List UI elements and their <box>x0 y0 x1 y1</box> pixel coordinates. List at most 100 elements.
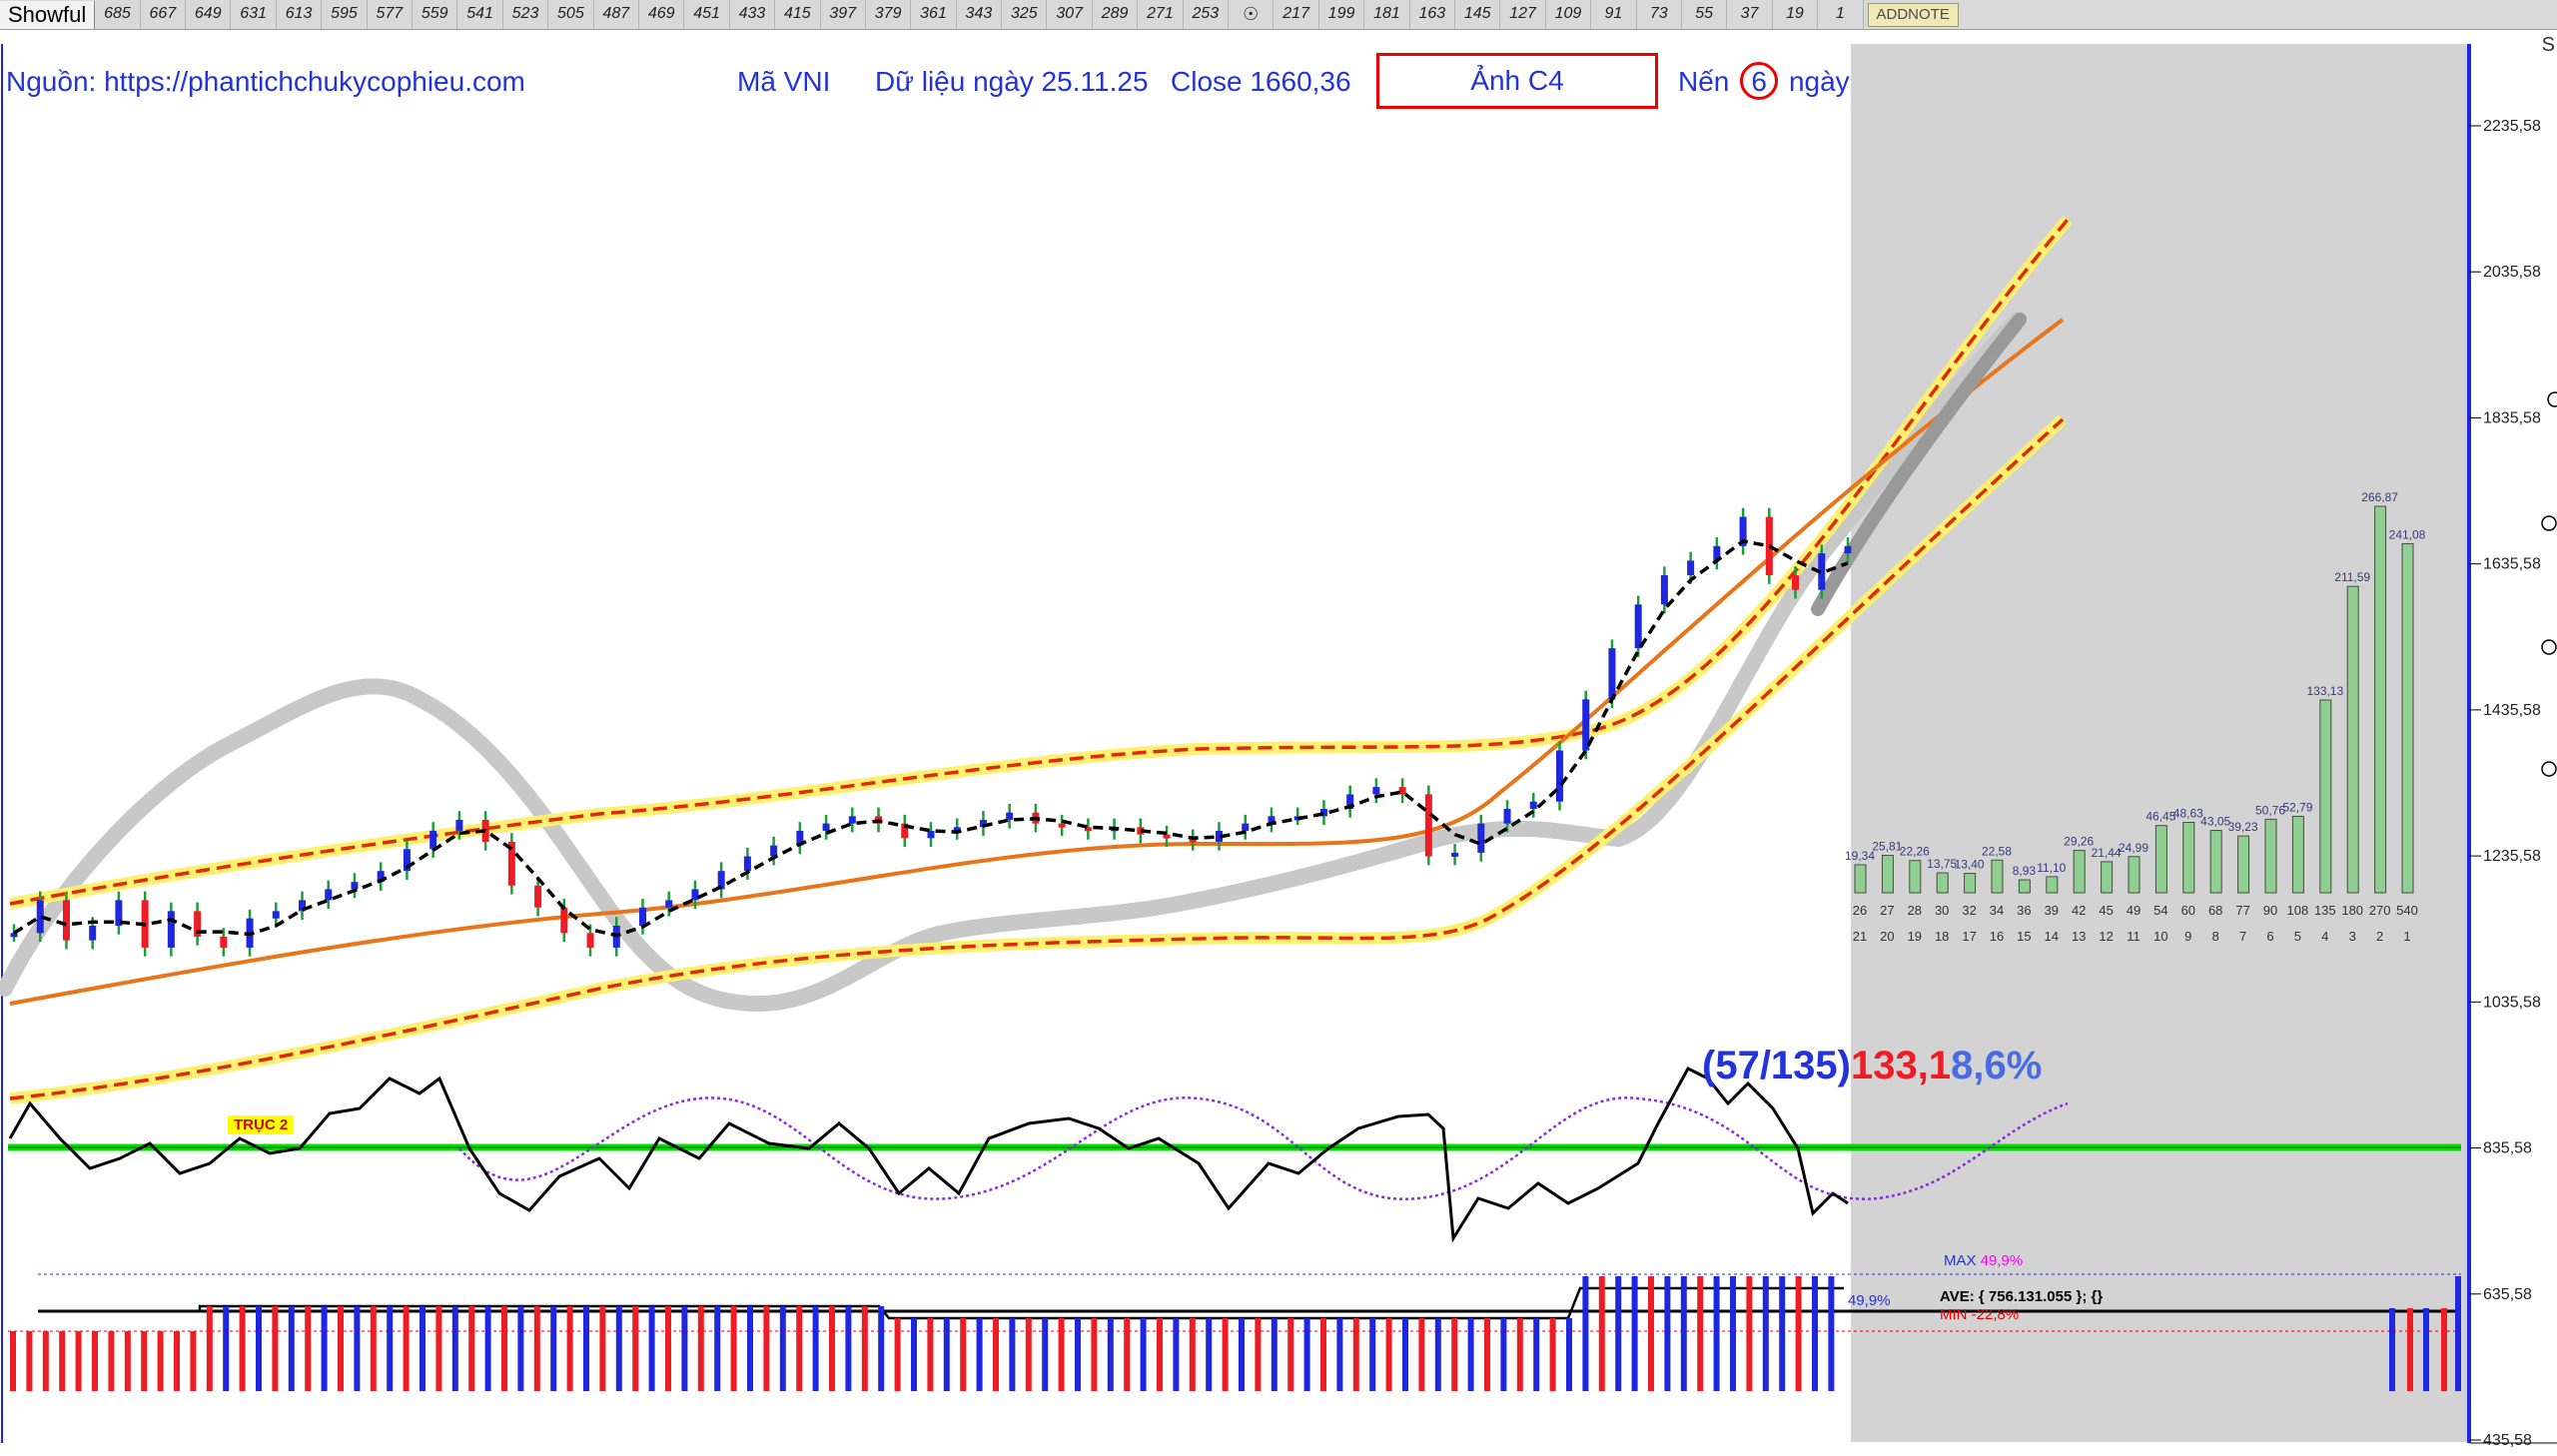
cycle-cell[interactable]: 289 <box>1093 0 1139 29</box>
cycle-cell[interactable]: 667 <box>141 0 187 29</box>
histogram-bar <box>1418 1318 1425 1391</box>
histogram-bar <box>403 1306 410 1391</box>
spectrum-rank-label: 4 <box>2321 929 2328 944</box>
cycle-cell[interactable]: 361 <box>911 0 957 29</box>
scale-label: S <box>2541 34 2555 56</box>
histogram-bar <box>451 1306 458 1391</box>
spectrum-bar-value: 211,59 <box>2334 570 2370 584</box>
histogram-bar <box>2455 1276 2461 1391</box>
spectrum-bar-value: 266,87 <box>2361 490 2398 504</box>
spectrum-rank-label: 15 <box>2017 929 2031 944</box>
histogram-bar <box>2407 1308 2413 1391</box>
histogram-bar <box>1713 1276 1720 1391</box>
cycle-cell[interactable]: 325 <box>1002 0 1048 29</box>
cycle-cell[interactable]: 253 <box>1184 0 1230 29</box>
spectrum-rank-label: 13 <box>2072 929 2086 944</box>
showful-button[interactable]: Showful <box>0 0 96 29</box>
candle-body <box>822 823 830 831</box>
cycle-cell[interactable]: 19 <box>1773 0 1819 29</box>
cycle-cell[interactable]: 217 <box>1274 0 1319 29</box>
candle-body <box>1844 545 1852 554</box>
histogram-bar <box>141 1331 148 1391</box>
histogram-bar <box>174 1331 180 1391</box>
spectrum-period-label: 270 <box>2369 903 2391 918</box>
spectrum-rank-label: 3 <box>2349 929 2356 944</box>
spectrum-bar <box>1881 855 1894 894</box>
cycle-cell[interactable]: 37 <box>1727 0 1773 29</box>
candle-body <box>507 841 515 886</box>
cycle-cell[interactable]: 649 <box>186 0 232 29</box>
histogram-bar <box>566 1306 573 1391</box>
cycle-cell[interactable]: 127 <box>1500 0 1546 29</box>
cycle-cell[interactable]: 145 <box>1455 0 1501 29</box>
cycle-cell[interactable]: 595 <box>322 0 368 29</box>
histogram-bar <box>1598 1276 1605 1391</box>
candle-body <box>325 889 333 901</box>
cycle-cell[interactable]: 451 <box>684 0 730 29</box>
spectrum-period-label: 45 <box>2099 903 2113 918</box>
cycle-cell[interactable]: 307 <box>1047 0 1093 29</box>
cycle-cell[interactable]: 523 <box>503 0 549 29</box>
spectrum-bar <box>2319 699 2332 894</box>
moving-average-line <box>13 539 1849 938</box>
spectrum-bar-value: 43,05 <box>2200 815 2230 829</box>
histogram-bar <box>1255 1318 1262 1391</box>
cycle-cell[interactable]: 685 <box>95 0 141 29</box>
spectrum-period-label: 108 <box>2287 903 2309 918</box>
cycle-cell[interactable]: 271 <box>1138 0 1184 29</box>
candle-body <box>1608 648 1616 700</box>
cycle-cell[interactable]: 397 <box>821 0 866 29</box>
cycle-cell[interactable]: 559 <box>413 0 458 29</box>
cycle-cell[interactable]: 1 <box>1818 0 1864 29</box>
histogram-bar <box>599 1306 606 1391</box>
cycle-cell[interactable]: 415 <box>775 0 821 29</box>
candle-body <box>1189 838 1197 843</box>
spectrum-period-label: 27 <box>1880 903 1894 918</box>
spectrum-bar-value: 241,08 <box>2389 527 2426 541</box>
spectrum-bar-value: 11,10 <box>2037 861 2066 875</box>
spectrum-bar-value: 46,45 <box>2145 810 2175 824</box>
cycle-settings-icon[interactable]: ☉ <box>1229 0 1275 29</box>
cycle-cell[interactable]: 487 <box>594 0 639 29</box>
cursor-marker-icon <box>2541 761 2557 777</box>
histogram-bar <box>1222 1318 1229 1391</box>
cursor-marker-icon <box>2541 515 2557 531</box>
cycle-cell[interactable]: 181 <box>1364 0 1410 29</box>
cycle-cell[interactable]: 577 <box>368 0 414 29</box>
candle-body <box>927 830 935 839</box>
histogram-bar <box>484 1306 491 1391</box>
cycle-ratio: (57/135) <box>1702 1044 1851 1088</box>
cycle-cell[interactable]: 343 <box>957 0 1003 29</box>
spectrum-bar <box>2046 876 2059 894</box>
cycle-cell[interactable]: 73 <box>1637 0 1682 29</box>
histogram-bar <box>1206 1318 1213 1391</box>
candle-body <box>351 882 359 890</box>
histogram-bar <box>1467 1318 1474 1391</box>
candle-body <box>1529 801 1537 810</box>
histogram-bar <box>763 1306 770 1391</box>
spectrum-bar <box>1964 873 1977 894</box>
cycle-cell[interactable]: 91 <box>1591 0 1637 29</box>
cycle-cell[interactable]: 163 <box>1410 0 1455 29</box>
cycle-cell[interactable]: 631 <box>231 0 277 29</box>
candle-suffix: ngày <box>1788 66 1850 97</box>
histogram-bar <box>1484 1318 1490 1391</box>
spectrum-bar-value: 50,76 <box>2255 803 2285 817</box>
cycle-cell[interactable]: 505 <box>548 0 594 29</box>
histogram-bar <box>976 1318 983 1391</box>
cycle-cell[interactable]: 55 <box>1682 0 1728 29</box>
histogram-bar <box>75 1331 82 1391</box>
cycle-oscillator-line <box>458 1096 2069 1200</box>
cycle-cell[interactable]: 109 <box>1546 0 1592 29</box>
candle-body <box>455 819 463 831</box>
histogram-bar <box>1680 1276 1687 1391</box>
cycle-cell[interactable]: 469 <box>639 0 685 29</box>
cycle-cell[interactable]: 199 <box>1319 0 1365 29</box>
cycle-cell[interactable]: 613 <box>277 0 323 29</box>
cycle-cell[interactable]: 433 <box>730 0 776 29</box>
cycle-cell[interactable]: 541 <box>457 0 503 29</box>
cycle-cell[interactable]: 379 <box>866 0 912 29</box>
addnote-button[interactable]: ADDNOTE <box>1867 2 1959 27</box>
candle-body <box>743 856 751 872</box>
